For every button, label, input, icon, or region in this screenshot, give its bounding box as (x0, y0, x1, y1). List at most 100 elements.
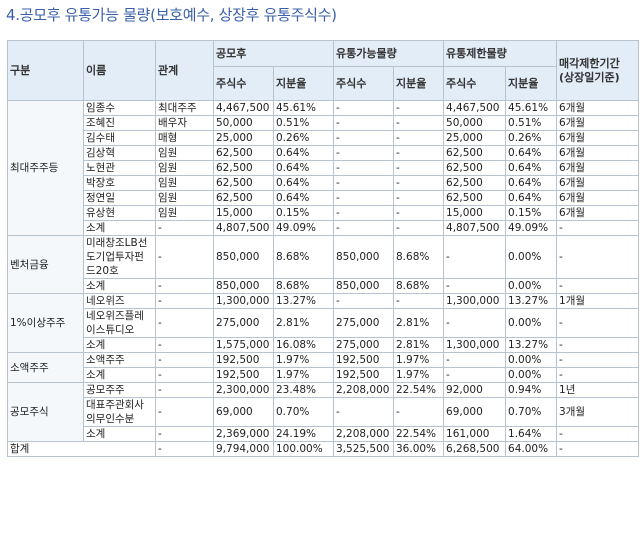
relation-cell: 최대주주 (155, 100, 214, 116)
table-row: 대표주관회사의무인수분 -69,000 0.70% - -69,000 0.70% 3개월 (8, 397, 640, 427)
relation-cell: - (155, 367, 214, 383)
offering-shares-cell: 62,500 (213, 160, 274, 176)
offering-ratio-cell: 24.19% (273, 426, 334, 442)
lockup-cell: 6개월 (556, 145, 640, 161)
total-lockup-cell: - (556, 441, 640, 457)
restricted-ratio-cell: 0.00% (505, 308, 558, 338)
header-lockup: 매각제한기간 (상장일기준) (556, 40, 640, 101)
restricted-ratio-cell: 0.64% (505, 160, 558, 176)
tradable-shares-cell: 192,500 (333, 352, 394, 368)
table-row: 조혜진 배우자 50,000 0.51% - -50,000 0.51% 6개월 (8, 115, 640, 131)
restricted-ratio-cell: 13.27% (505, 337, 558, 353)
header-relation: 관계 (155, 40, 214, 101)
restricted-shares-cell: 4,807,500 (443, 220, 507, 236)
name-cell: 김수태 (83, 130, 156, 146)
table-row: 소계 -4,807,500 49.09% - -4,807,500 49.09% - (8, 220, 640, 236)
total-tradable-shares-cell: 3,525,500 (333, 441, 394, 457)
tradable-ratio-cell: - (392, 160, 445, 176)
lockup-cell: - (556, 337, 640, 353)
relation-cell: 임원 (155, 190, 214, 206)
header-shares: 주식수 (213, 66, 274, 101)
tradable-shares-cell: - (333, 130, 394, 146)
restricted-shares-cell: - (443, 235, 507, 279)
tradable-shares-cell: 850,000 (333, 235, 394, 279)
group-label: 최대주주등 (7, 100, 84, 236)
offering-ratio-cell: 13.27% (273, 293, 334, 309)
tradable-ratio-cell: - (392, 130, 445, 146)
lockup-cell: 6개월 (556, 130, 640, 146)
header-ratio: 지분율 (273, 66, 334, 101)
restricted-shares-cell: 92,000 (443, 382, 507, 398)
restricted-ratio-cell: 0.64% (505, 175, 558, 191)
restricted-shares-cell: 62,500 (443, 190, 507, 206)
name-cell: 소계 (83, 337, 156, 353)
lockup-cell: 3개월 (556, 397, 640, 427)
tradable-shares-cell: 192,500 (333, 367, 394, 383)
tradable-ratio-cell: - (392, 100, 445, 116)
lockup-cell: 6개월 (556, 115, 640, 131)
relation-cell: - (155, 352, 214, 368)
tradable-shares-cell: - (333, 397, 394, 427)
tradable-ratio-cell: 8.68% (392, 235, 445, 279)
lockup-cell: - (556, 426, 640, 442)
relation-cell: 매형 (155, 130, 214, 146)
tradable-ratio-cell: - (392, 175, 445, 191)
tradable-ratio-cell: 22.54% (392, 426, 445, 442)
restricted-shares-cell: 69,000 (443, 397, 507, 427)
offering-shares-cell: 4,807,500 (213, 220, 274, 236)
tradable-ratio-cell: 8.68% (392, 278, 445, 294)
offering-shares-cell: 25,000 (213, 130, 274, 146)
restricted-ratio-cell: 49.09% (505, 220, 558, 236)
table-row: 노현관 임원 62,500 0.64% - -62,500 0.64% 6개월 (8, 160, 640, 176)
table-row: 벤처금융 미래창조LB선도기업투자펀드20호 -850,000 8.68% 850,00… (7, 235, 640, 294)
tradable-ratio-cell: 2.81% (392, 308, 445, 338)
restricted-ratio-cell: 0.64% (505, 145, 558, 161)
name-cell: 박장호 (83, 175, 156, 191)
total-restricted-ratio-cell: 64.00% (505, 441, 558, 457)
lockup-table: 구분 이름 관계 공모후 유통가능물량 유통제한물량 매각제한기간 (상장일기준… (7, 40, 640, 457)
offering-shares-cell: 69,000 (213, 397, 274, 427)
tradable-ratio-cell: - (392, 115, 445, 131)
group-label: 벤처금융 (7, 235, 84, 294)
header-group: 구분 (7, 40, 84, 101)
offering-ratio-cell: 1.97% (273, 352, 334, 368)
offering-shares-cell: 2,369,000 (213, 426, 274, 442)
name-cell: 대표주관회사의무인수분 (83, 397, 156, 427)
offering-ratio-cell: 49.09% (273, 220, 334, 236)
table-row: 소계 -2,369,000 24.19% 2,208,000 22.54% 161,000… (8, 426, 640, 442)
total-label: 합계 (7, 441, 156, 457)
total-offering-shares-cell: 9,794,000 (213, 441, 274, 457)
table-row: 1%이상주주 네오위즈 -1,300,000 13.27% - -1,300,000 13.… (7, 293, 640, 353)
restricted-shares-cell: - (443, 278, 507, 294)
tradable-shares-cell: 2,208,000 (333, 426, 394, 442)
total-tradable-ratio-cell: 36.00% (392, 441, 445, 457)
restricted-shares-cell: - (443, 367, 507, 383)
offering-ratio-cell: 2.81% (273, 308, 334, 338)
restricted-ratio-cell: 0.94% (505, 382, 558, 398)
tradable-shares-cell: - (333, 115, 394, 131)
relation-cell: - (155, 220, 214, 236)
group-label: 1%이상주주 (7, 293, 84, 353)
tradable-shares-cell: - (333, 175, 394, 191)
total-relation-cell: - (155, 441, 214, 457)
header-shares: 주식수 (333, 66, 394, 101)
name-cell: 소계 (83, 278, 156, 294)
restricted-ratio-cell: 0.00% (505, 367, 558, 383)
tradable-shares-cell: - (333, 293, 394, 309)
relation-cell: - (155, 308, 214, 338)
total-restricted-shares-cell: 6,268,500 (443, 441, 507, 457)
tradable-ratio-cell: - (392, 220, 445, 236)
table-row: 소계 -192,500 1.97% 192,500 1.97% -0.00% - (8, 367, 640, 383)
group-label: 공모주식 (7, 382, 84, 442)
restricted-shares-cell: - (443, 352, 507, 368)
tradable-shares-cell: - (333, 100, 394, 116)
name-cell: 노현관 (83, 160, 156, 176)
table-row: 네오위즈플레이스튜디오 -275,000 2.81% 275,000 2.81% -0.0… (8, 308, 640, 338)
relation-cell: 임원 (155, 145, 214, 161)
offering-shares-cell: 1,300,000 (213, 293, 274, 309)
header-shares: 주식수 (443, 66, 507, 101)
lockup-cell: 1개월 (556, 293, 640, 309)
tradable-shares-cell: 275,000 (333, 308, 394, 338)
restricted-shares-cell: 15,000 (443, 205, 507, 221)
tradable-shares-cell: 850,000 (333, 278, 394, 294)
